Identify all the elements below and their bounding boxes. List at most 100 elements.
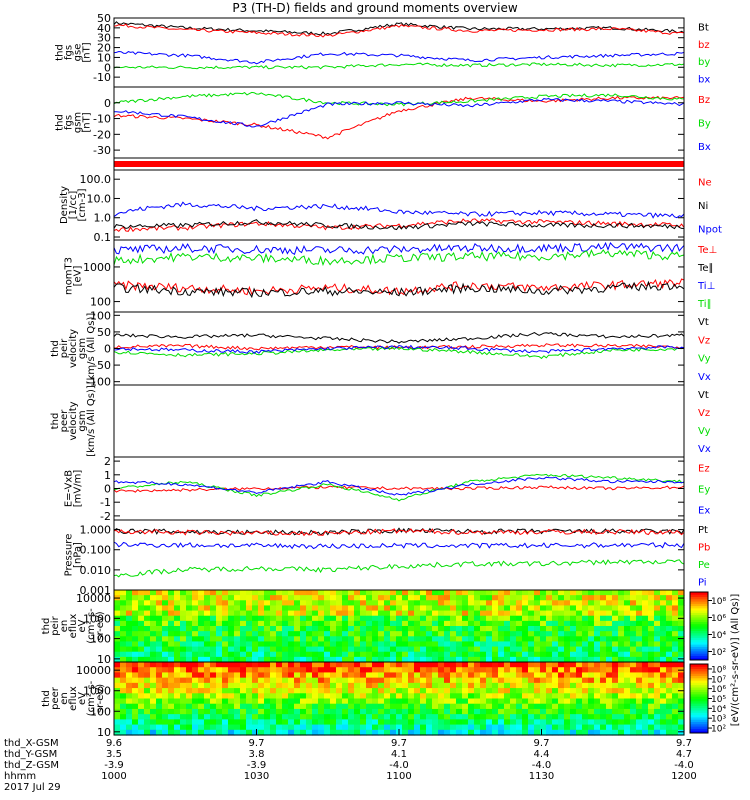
spectrogram-cell [216, 662, 223, 668]
spectrogram-cell [654, 677, 661, 684]
spectrogram-cell [126, 672, 133, 679]
spectrogram-cell [390, 677, 397, 684]
spectrogram-cell [288, 714, 295, 720]
spectrogram-cell [678, 719, 685, 726]
spectrogram-cell [192, 698, 199, 705]
series-line-Pi [113, 541, 685, 550]
legend-Bt: Bt [698, 23, 709, 34]
spectrogram-cell [168, 590, 175, 596]
spectrogram-cell [522, 698, 529, 705]
spectrogram-cell [414, 682, 421, 689]
spectrogram-cell [420, 688, 427, 694]
spectrogram-cell [126, 595, 133, 601]
spectrogram-cell [546, 636, 553, 643]
spectrogram-cell [672, 646, 679, 653]
spectrogram-cell [378, 631, 385, 637]
spectrogram-cell [324, 620, 331, 627]
spectrogram-cell [666, 656, 673, 663]
spectrogram-cell [576, 693, 583, 700]
spectrogram-cell [348, 662, 355, 668]
spectrogram-cell [396, 677, 403, 684]
spectrogram-cell [540, 590, 547, 596]
spectrogram-cell [552, 698, 559, 705]
spectrogram-cell [354, 610, 361, 617]
spectrogram-cell [498, 719, 505, 726]
spectrogram-cell [162, 714, 169, 720]
spectrogram-cell [570, 620, 577, 627]
spectrogram-cell [366, 610, 373, 617]
colorbar-segment [690, 691, 708, 695]
spectrogram-cell [672, 693, 679, 700]
spectrogram-cell [390, 620, 397, 627]
spectrogram-cell [252, 620, 259, 627]
spectrogram-cell [402, 641, 409, 648]
spectrogram-cell [336, 719, 343, 726]
spectrogram-cell [126, 651, 133, 658]
spectrogram-cell [516, 615, 523, 622]
spectrogram-cell [648, 636, 655, 643]
spectrogram-cell [522, 719, 529, 726]
spectrogram-cell [264, 729, 271, 736]
spectrogram-cell [306, 724, 313, 731]
spectrogram-cell [672, 667, 679, 674]
spectrogram-cell [528, 620, 535, 627]
spectrogram-cell [144, 595, 151, 601]
spectrogram-cell [474, 620, 481, 627]
spectrogram-cell [336, 641, 343, 648]
spectrogram-cell [504, 708, 511, 715]
spectrogram-cell [198, 651, 205, 658]
spectrogram-cell [390, 714, 397, 720]
spectrogram-cell [264, 714, 271, 720]
spectrogram-cell [162, 641, 169, 648]
x-tick-label: 1130 [529, 771, 554, 782]
spectrogram-cell [378, 729, 385, 736]
spectrogram-cell [180, 651, 187, 658]
spectrogram-cell [282, 667, 289, 674]
spectrogram-cell [642, 708, 649, 715]
colorbar-label: [eV/(cm²-s-sr-eV)] (All Qs)] [730, 594, 741, 727]
colorbar-segment [690, 612, 708, 616]
spectrogram-cell [630, 610, 637, 617]
spectrogram-cell [192, 667, 199, 674]
spectrogram-cell [408, 729, 415, 736]
spectrogram-cell [552, 677, 559, 684]
spectrogram-cell [252, 688, 259, 694]
spectrogram-cell [180, 646, 187, 653]
spectrogram-cell [612, 703, 619, 710]
spectrogram-cell [582, 636, 589, 643]
spectrogram-cell [312, 708, 319, 715]
spectrogram-cell [444, 605, 451, 612]
spectrogram-cell [582, 631, 589, 637]
colorbar-segment [690, 630, 708, 634]
spectrogram-cell [270, 719, 277, 726]
spectrogram-cell [426, 651, 433, 658]
spectrogram-cell [228, 662, 235, 668]
spectrogram-cell [576, 677, 583, 684]
spectrogram-cell [252, 708, 259, 715]
spectrogram-cell [498, 688, 505, 694]
spectrogram-cell [282, 708, 289, 715]
spectrogram-cell [150, 719, 157, 726]
spectrogram-cell [438, 698, 445, 705]
spectrogram-cell [234, 641, 241, 648]
spectrogram-cell [666, 590, 673, 596]
spectrogram-cell [162, 688, 169, 694]
spectrogram-cell [540, 703, 547, 710]
spectrogram-cell [360, 626, 367, 632]
colorbar-tick-label: 10² [711, 648, 726, 658]
spectrogram-cell [378, 620, 385, 627]
y-tick-label: 1.000 [80, 524, 112, 537]
spectrogram-cell [150, 729, 157, 736]
spectrogram-cell [354, 605, 361, 612]
spectrogram-cell [438, 688, 445, 694]
spectrogram-cell [402, 631, 409, 637]
spectrogram-cell [660, 651, 667, 658]
spectrogram-cell [390, 667, 397, 674]
spectrogram-cell [516, 600, 523, 607]
colorbar-segment [690, 707, 708, 711]
spectrogram-cell [300, 719, 307, 726]
spectrogram-cell [312, 641, 319, 648]
spectrogram-cell [264, 646, 271, 653]
spectrogram-cell [492, 631, 499, 637]
spectrogram-cell [246, 610, 253, 617]
